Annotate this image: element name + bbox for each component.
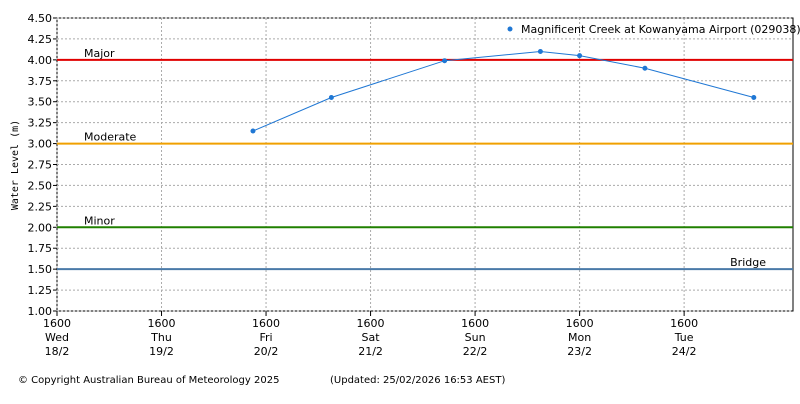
x-tick-label: 1600 [670, 317, 698, 330]
updated: (Updated: 25/02/2026 16:53 AEST) [330, 375, 505, 386]
data-point [751, 95, 757, 101]
y-tick-label: 2.75 [28, 159, 53, 172]
legend-marker [507, 26, 513, 32]
y-tick-label: 3.25 [28, 117, 53, 130]
x-tick-label: Fri [259, 331, 272, 344]
x-tick-label: Tue [674, 331, 694, 344]
x-tick-label: Wed [45, 331, 69, 344]
legend-label: Magnificent Creek at Kowanyama Airport (… [521, 23, 800, 36]
x-tick-label: 1600 [43, 317, 71, 330]
x-tick-label: 24/2 [672, 345, 697, 358]
x-tick-label: Thu [150, 331, 172, 344]
x-tick-label: 23/2 [567, 345, 592, 358]
x-tick-label: 1600 [566, 317, 594, 330]
copyright: © Copyright Australian Bureau of Meteoro… [18, 375, 279, 386]
x-tick-label: 18/2 [45, 345, 70, 358]
x-tick-label: 1600 [252, 317, 280, 330]
x-tick-label: 22/2 [463, 345, 488, 358]
x-tick-label: Mon [568, 331, 591, 344]
x-tick-label: 1600 [357, 317, 385, 330]
threshold-label: Major [84, 47, 115, 60]
data-point [328, 95, 334, 101]
data-point [442, 58, 448, 64]
x-tick-label: 1600 [148, 317, 176, 330]
data-point [250, 128, 256, 134]
y-tick-label: 3.75 [28, 75, 53, 88]
x-tick-label: Sun [465, 331, 486, 344]
y-tick-label: 1.25 [28, 284, 53, 297]
y-tick-label: 2.50 [28, 179, 53, 192]
threshold-label: Minor [84, 214, 115, 227]
y-tick-label: 2.00 [28, 221, 53, 234]
y-tick-label: 1.50 [28, 263, 53, 276]
y-tick-label: 2.25 [28, 200, 53, 213]
x-tick-label: Sat [362, 331, 381, 344]
y-tick-label: 1.00 [28, 305, 53, 318]
y-axis-label: Water Level (m) [10, 120, 21, 210]
y-tick-label: 4.50 [28, 12, 53, 25]
threshold-label: Bridge [730, 256, 766, 269]
y-tick-label: 3.00 [28, 138, 53, 151]
x-tick-label: 21/2 [358, 345, 383, 358]
y-tick-label: 1.75 [28, 242, 53, 255]
y-tick-label: 4.25 [28, 33, 53, 46]
data-point [537, 48, 543, 54]
data-point [577, 53, 583, 59]
x-tick-label: 19/2 [149, 345, 174, 358]
data-point [642, 65, 648, 71]
x-tick-label: 20/2 [254, 345, 279, 358]
y-tick-label: 3.50 [28, 96, 53, 109]
threshold-label: Moderate [84, 131, 137, 144]
x-tick-label: 1600 [461, 317, 489, 330]
y-tick-label: 4.00 [28, 54, 53, 67]
